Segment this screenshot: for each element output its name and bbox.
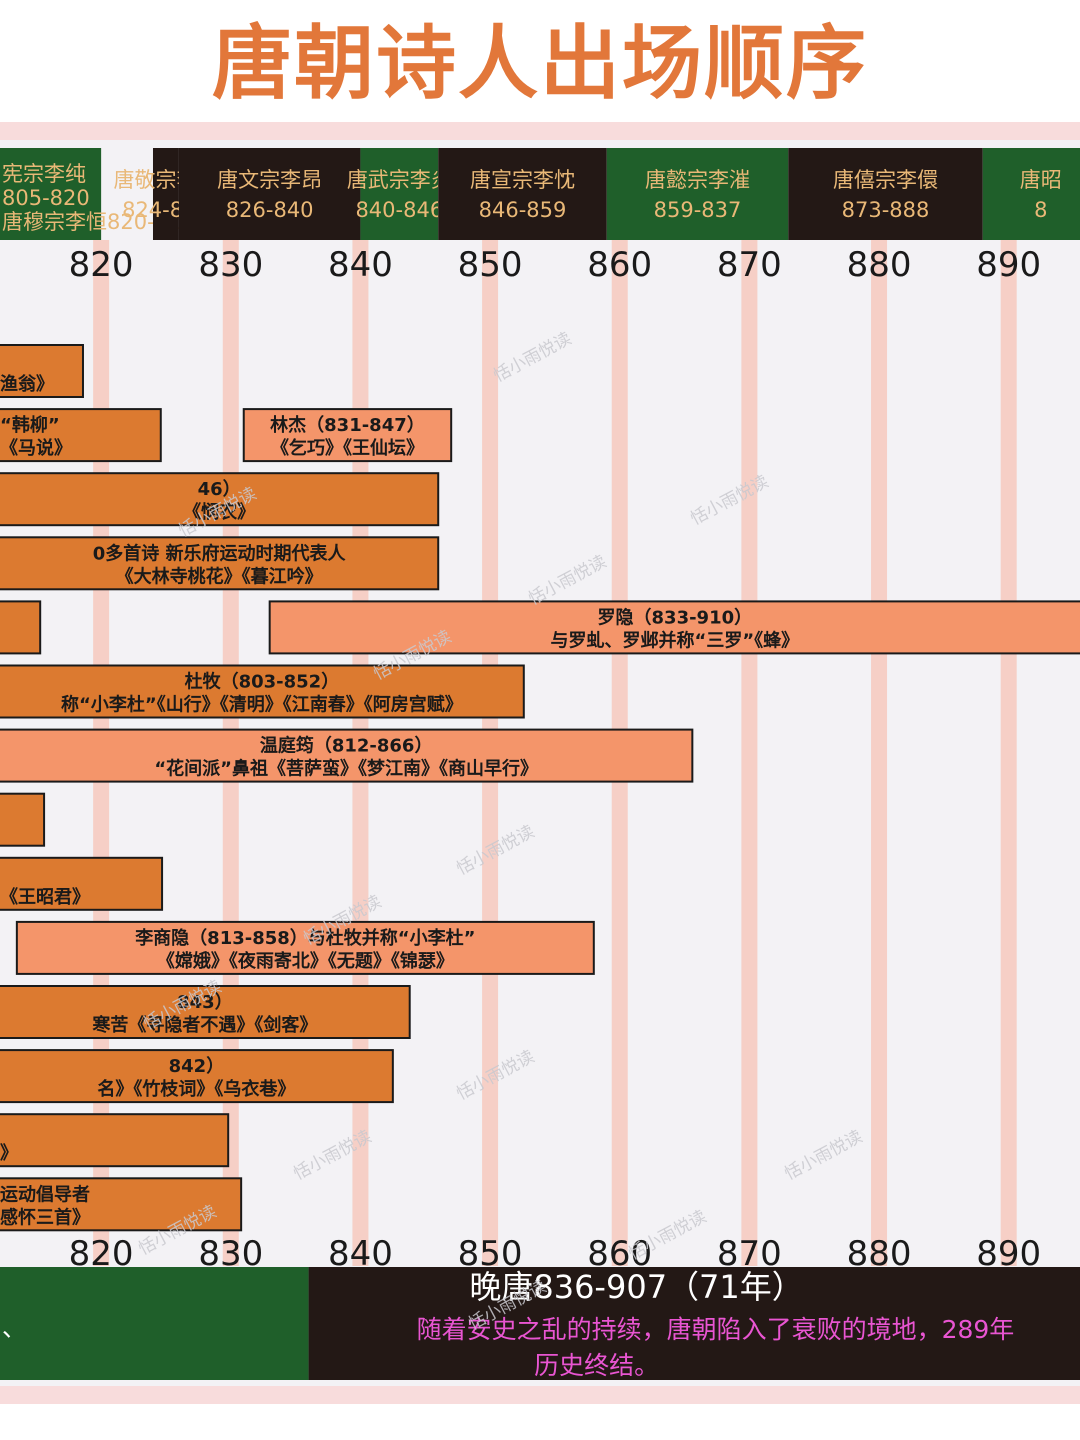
poet-name: 罗隐（833-910） bbox=[598, 607, 753, 628]
emperor-strip: 宪宗李纯805-820唐穆宗李恒820-824唐敬宗李湛824-826唐文宗李昂… bbox=[0, 148, 1080, 240]
emperor-block bbox=[982, 148, 1080, 240]
poet-name: 李商隐（813-858）与杜牧并称“小李杜” bbox=[134, 927, 475, 949]
poet-bar bbox=[0, 408, 162, 463]
poet-bar bbox=[0, 344, 84, 398]
poet-works: 《悯农》 bbox=[183, 501, 255, 523]
emperor-block bbox=[438, 148, 607, 240]
poet-name: 温庭筠（812-866） bbox=[260, 735, 433, 757]
poet-works: 称“小李杜”《山行》《清明》《江南春》《阿房宫赋》 bbox=[61, 694, 463, 716]
poet-bars: 渔翁》 “韩柳”《马说》 林杰（831-847）《乞巧》《王仙坛》 46）《悯农》 0多… bbox=[0, 344, 1080, 1232]
emperor-label: 805-820 bbox=[2, 186, 90, 210]
poet-name: 杜牧（803-852） bbox=[185, 671, 340, 693]
emperor-label: 873-888 bbox=[842, 198, 930, 222]
era-desc: 随着安史之乱的持续，唐朝陷入了衰败的境地，289年 bbox=[417, 1315, 1015, 1344]
x-tick-label: 860 bbox=[587, 245, 652, 285]
poet-works: 》 bbox=[0, 1143, 18, 1164]
era-desc: 、 bbox=[2, 1314, 26, 1342]
poet-works: 名》《竹枝词》《乌衣巷》 bbox=[97, 1078, 295, 1100]
poet-name: 46） bbox=[198, 479, 241, 500]
emperor-label: 唐文宗李昂 bbox=[217, 168, 322, 192]
poet-works: 感怀三首》 bbox=[0, 1206, 90, 1228]
poet-works: 寒苦《寻隐者不遇》《剑客》 bbox=[91, 1014, 317, 1036]
poet-name: 843） bbox=[177, 992, 233, 1013]
poet-bar bbox=[15, 920, 595, 975]
poet-bar bbox=[0, 1113, 230, 1168]
poet-bar bbox=[0, 728, 694, 783]
poet-works: “花间派”鼻祖《菩萨蛮》《梦江南》《商山早行》 bbox=[154, 758, 538, 780]
poet-name: “韩柳” bbox=[0, 414, 60, 436]
emperor-label: 唐武宗李炎 bbox=[347, 168, 452, 192]
emperor-label: 唐僖宗李儇 bbox=[833, 168, 938, 192]
era-strip: 、 晚唐836-907（71年） 随着安史之乱的持续，唐朝陷入了衰败的境地，289年… bbox=[0, 1267, 1080, 1380]
emperor-label: 859-837 bbox=[654, 198, 742, 222]
emperor-label: 宪宗李纯 bbox=[2, 162, 86, 186]
era-block bbox=[0, 1267, 309, 1380]
poet-bar bbox=[268, 600, 1080, 655]
era-block bbox=[308, 1267, 1080, 1380]
emperor-label: 唐昭 bbox=[1020, 168, 1062, 192]
poet-bar bbox=[242, 408, 453, 463]
poet-name: 842） bbox=[169, 1056, 225, 1077]
x-tick-label: 830 bbox=[198, 245, 263, 285]
grid-band-880 bbox=[871, 240, 888, 1266]
era-desc: 历史终结。 bbox=[534, 1351, 659, 1380]
era-title: 晚唐836-907（71年） bbox=[469, 1268, 803, 1306]
emperor-label: 846-859 bbox=[479, 198, 567, 222]
poet-bar bbox=[0, 472, 440, 527]
poet-bar bbox=[0, 536, 440, 591]
x-tick-label: 880 bbox=[847, 245, 912, 285]
emperor-block bbox=[606, 148, 789, 240]
poet-bar bbox=[0, 600, 42, 655]
poet-works: 《王昭君》 bbox=[0, 887, 90, 908]
poet-bar bbox=[0, 792, 46, 847]
emperor-block bbox=[788, 148, 983, 240]
emperor-block bbox=[0, 148, 102, 240]
emperor-label: 8 bbox=[1034, 198, 1047, 222]
poet-name: 运动倡导者 bbox=[0, 1183, 90, 1205]
page-title: 唐朝诗人出场顺序 bbox=[212, 17, 868, 110]
poet-bar bbox=[0, 1177, 243, 1232]
x-tick-label: 870 bbox=[717, 245, 782, 285]
poet-name: 0多首诗 新乐府运动时期代表人 bbox=[93, 542, 347, 564]
poet-works: 《大林寺桃花》《暮江吟》 bbox=[116, 565, 323, 587]
poet-name: 林杰（831-847） bbox=[270, 414, 425, 436]
emperor-block bbox=[360, 148, 439, 240]
emperor-label: 840-846 bbox=[355, 198, 443, 222]
poet-bar bbox=[0, 664, 525, 719]
poet-works: 渔翁》 bbox=[0, 373, 54, 395]
x-tick-label: 890 bbox=[976, 245, 1041, 285]
poet-works: 《嫦娥》《夜雨寄北》《无题》《锦瑟》 bbox=[157, 950, 454, 972]
x-tick-label: 840 bbox=[328, 245, 393, 285]
x-axis-top: 820 830 840 850 860 870 880 890 bbox=[69, 245, 1041, 285]
poet-works: 与罗虬、罗邺并称“三罗”《蜂》 bbox=[551, 629, 800, 651]
poet-bar bbox=[0, 1049, 394, 1104]
emperor-block bbox=[178, 148, 361, 240]
poet-bar bbox=[0, 985, 411, 1039]
x-tick-label: 850 bbox=[458, 245, 523, 285]
poet-works: 《马说》 bbox=[0, 437, 72, 459]
x-tick-label: 820 bbox=[69, 245, 134, 285]
emperor-label: 唐宣宗李忱 bbox=[470, 168, 575, 192]
poet-bar bbox=[0, 856, 164, 911]
emperor-label: 唐懿宗李漼 bbox=[645, 168, 750, 192]
emperor-block bbox=[152, 148, 179, 240]
grid-band-890 bbox=[1000, 240, 1017, 1266]
poet-works: 《乞巧》《王仙坛》 bbox=[271, 437, 424, 459]
grid-band-870 bbox=[741, 240, 758, 1266]
emperor-label: 826-840 bbox=[226, 198, 314, 222]
